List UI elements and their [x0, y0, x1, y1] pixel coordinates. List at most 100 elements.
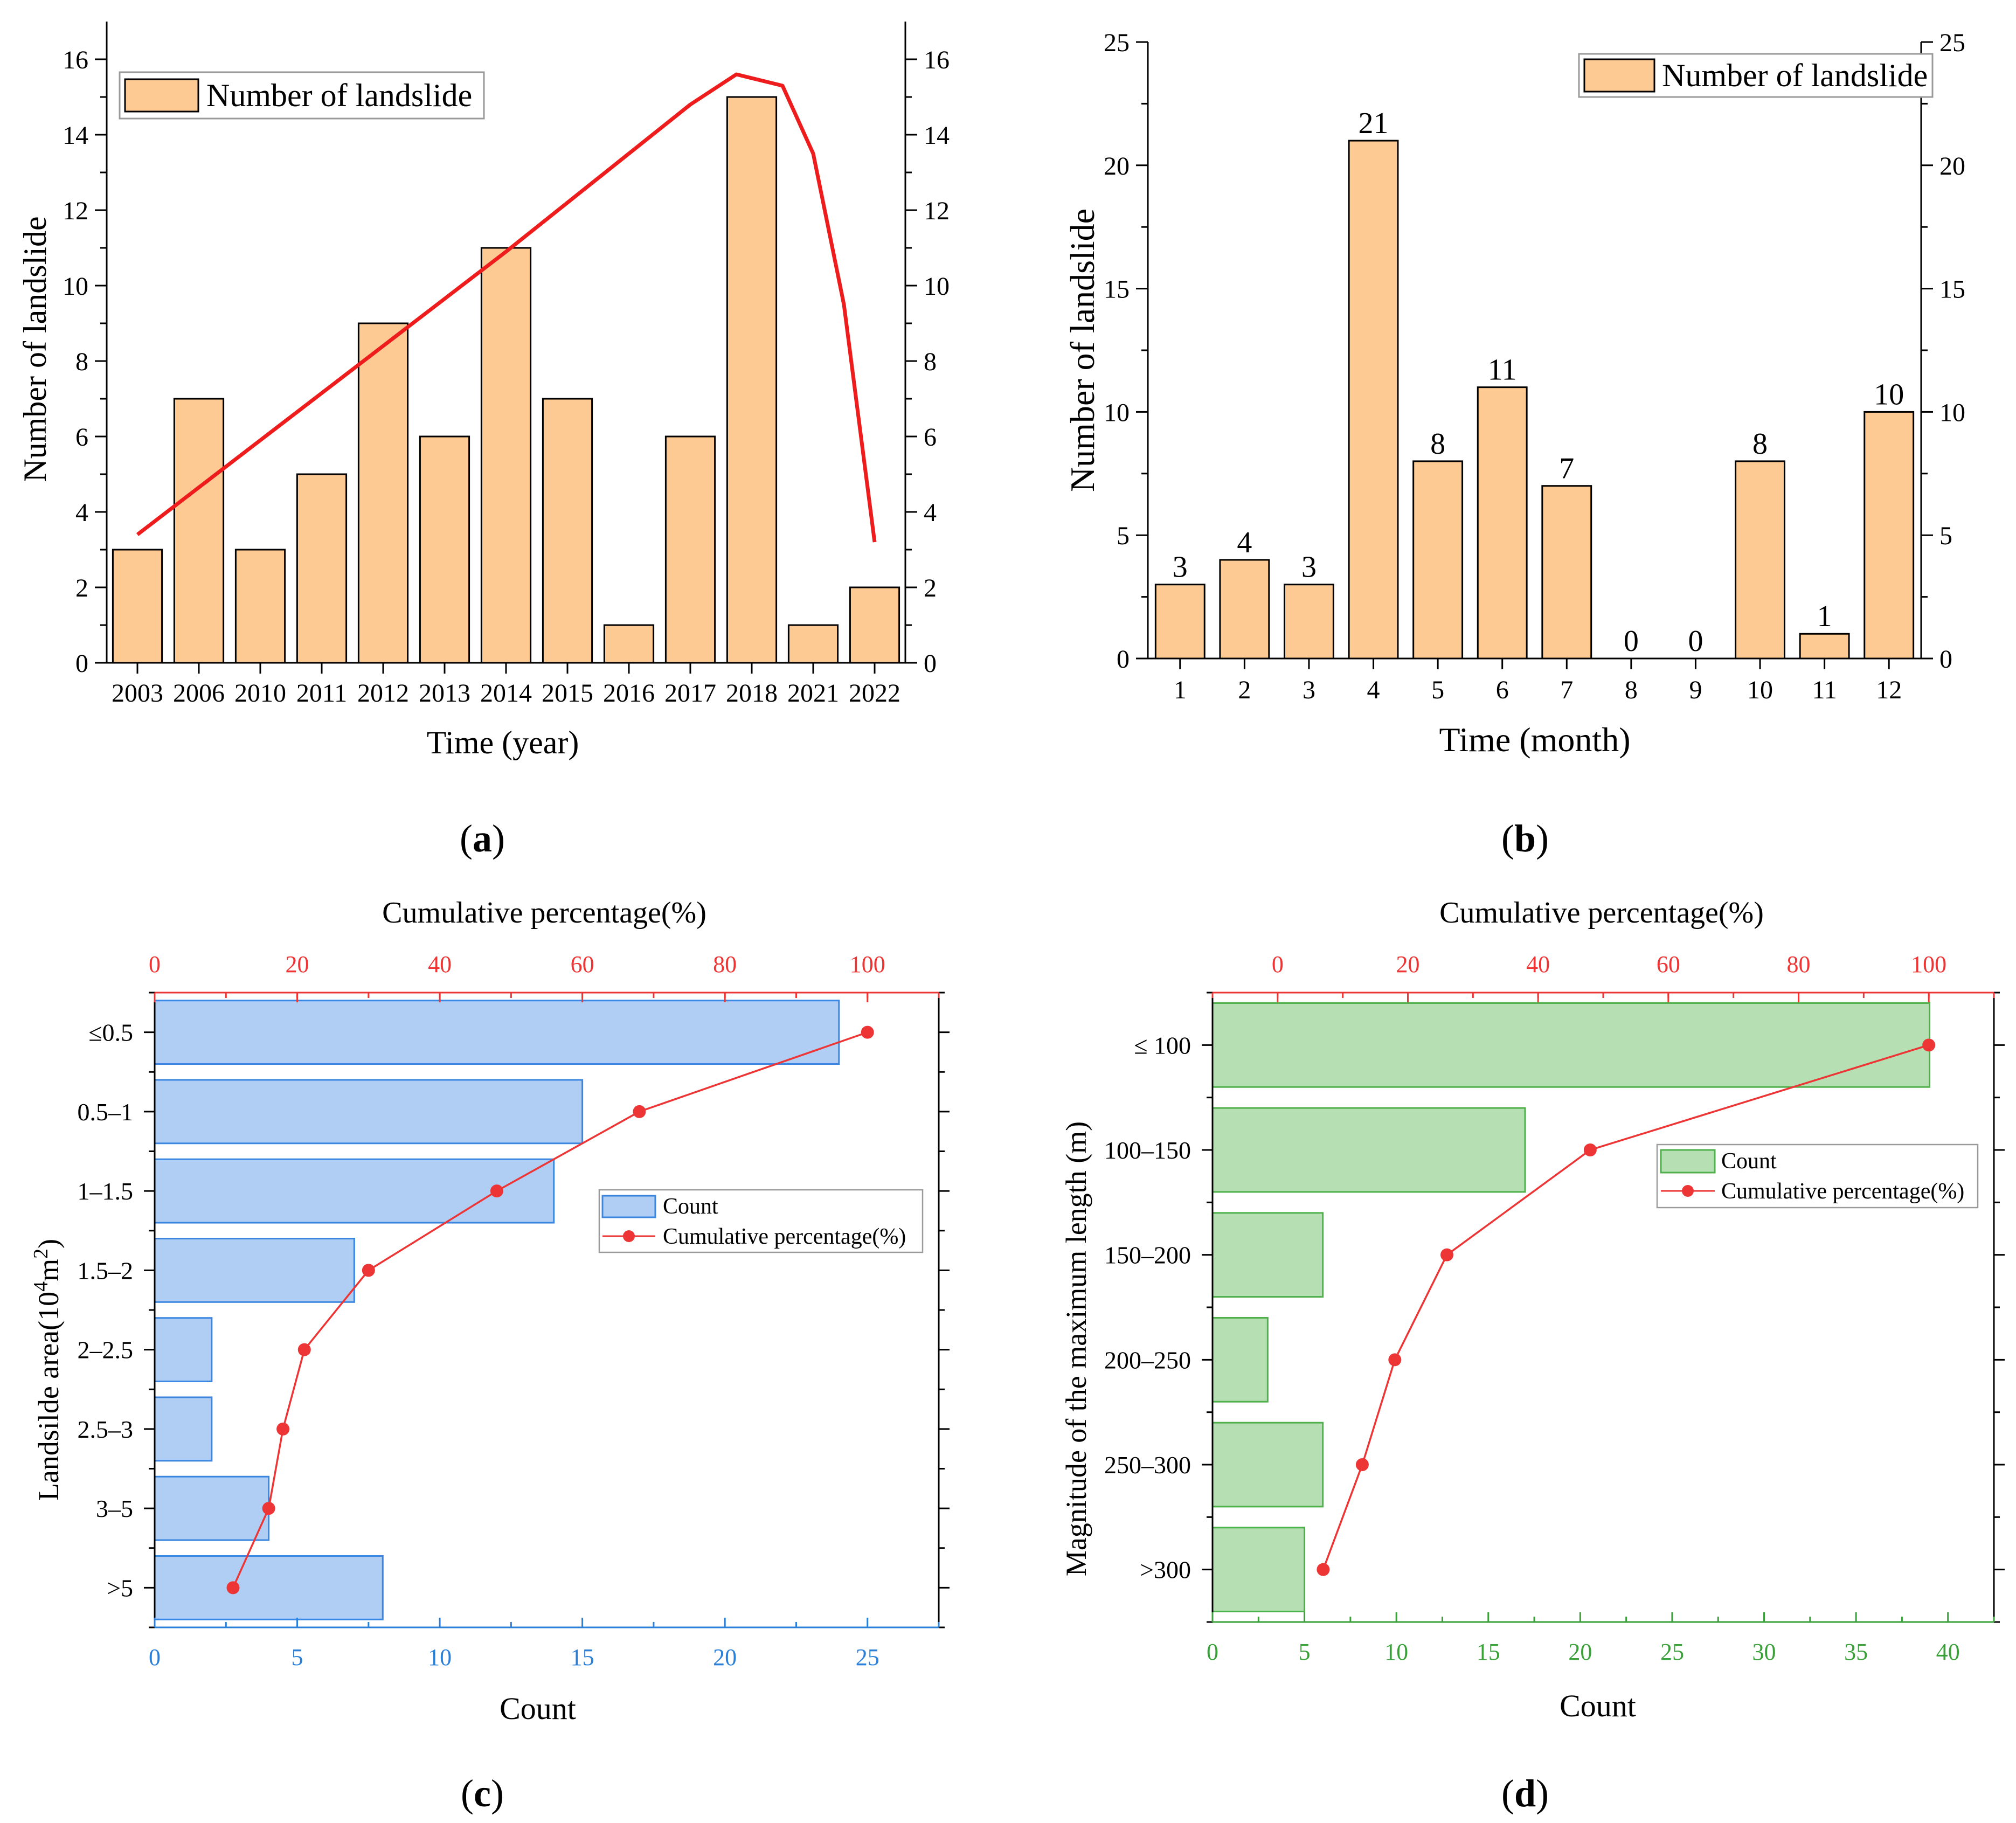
data-label: 21: [1359, 107, 1389, 140]
panel-d-category-labels: ≤ 100 100–150 150–200 200–250 250–300 >300: [1104, 1031, 1191, 1583]
y-tick-label: 5: [1117, 522, 1130, 550]
count-bar-2: [154, 1158, 555, 1224]
x-tick-label: 2011: [296, 679, 347, 708]
bar-2013: [419, 435, 470, 664]
panel-c-count-tick-labels: 0 5 10 15 20 25: [149, 1644, 879, 1670]
y-tick-label: 12: [63, 197, 88, 225]
data-label: 8: [1752, 427, 1768, 461]
y-tick-label: 25: [1104, 29, 1130, 57]
count-bar-0: [154, 1000, 840, 1065]
panel-c-y-axis-label: Landsilde area(104m2): [30, 1239, 65, 1501]
category-label: 1.5–2: [78, 1257, 134, 1284]
y2-tick-label: 10: [924, 272, 950, 301]
x-tick-label: 3: [1303, 676, 1315, 704]
panel-d-cumulative-line: [1317, 1038, 1936, 1576]
x-tick-label: 2021: [787, 679, 839, 708]
bar-month-1: [1154, 584, 1206, 660]
x-tick-label: 12: [1876, 676, 1902, 704]
panel-a-year-chart: 0 2 4 6 8 10 12 14 16 0 2 4 6 8 10 12 14 16 2003 2006 2010…: [17, 22, 950, 860]
legend-swatch: [1583, 58, 1655, 93]
bar-month-6: [1477, 386, 1528, 660]
count-bar-2: [1211, 1212, 1324, 1298]
data-label: 7: [1559, 452, 1574, 486]
y-tick-label: 10: [1104, 398, 1130, 427]
panel-d-count-bars: [1211, 1002, 1931, 1613]
panel-d-legend: Count Cumulative percentage(%): [1656, 1143, 1979, 1209]
x-tick-label: 20: [1568, 1639, 1592, 1665]
cumulative-point-1: [1583, 1143, 1597, 1156]
panel-b-legend: Number of landslide: [1578, 53, 1934, 98]
x-tick-label: 2022: [849, 679, 900, 708]
y2-tick-label: 0: [1939, 645, 1952, 674]
panel-a-bars: [112, 96, 900, 664]
x2-tick-label: 100: [850, 951, 885, 978]
y-tick-label: 14: [63, 121, 88, 150]
cumulative-point-4: [297, 1343, 311, 1356]
x-tick-label: 0: [1207, 1639, 1218, 1665]
legend-marker: [1682, 1185, 1694, 1197]
cumulative-point-5: [276, 1422, 290, 1436]
panel-d-length-chart: 0 5 10 15 20 25 30 35 40 0 20 40 60 80 100 ≤ 100 100–1…: [1060, 896, 2005, 1815]
x-tick-label: 10: [1384, 1639, 1408, 1665]
category-label: >5: [107, 1574, 133, 1602]
bar-2015: [542, 398, 593, 664]
cumulative-point-3: [1388, 1353, 1402, 1367]
panel-b-y-axis-label: Number of landslide: [1063, 209, 1101, 492]
bar-2016: [603, 624, 655, 664]
data-label: 4: [1237, 526, 1252, 559]
legend-count-label: Count: [1721, 1149, 1777, 1174]
panel-a-x-tick-labels: 2003 2006 2010 2011 2012 2013 2014 2015 2016 2017…: [112, 679, 900, 708]
legend-count-swatch: [601, 1195, 656, 1218]
x-tick-label: 15: [1477, 1639, 1500, 1665]
x-tick-label: 2014: [480, 679, 532, 708]
bar-month-4: [1348, 140, 1399, 660]
bar-month-2: [1219, 559, 1270, 660]
count-bar-4: [1211, 1422, 1324, 1508]
x-tick-label: 10: [1747, 676, 1773, 704]
legend-marker: [623, 1230, 635, 1242]
category-label: ≤ 100: [1134, 1031, 1191, 1059]
data-label: 0: [1624, 625, 1639, 658]
bar-2011: [296, 473, 348, 664]
cumulative-point-5: [1317, 1563, 1330, 1576]
count-bar-3: [154, 1237, 355, 1303]
y-tick-label: 15: [1104, 275, 1130, 304]
x-tick-label: 2018: [726, 679, 778, 708]
count-bar-1: [154, 1079, 584, 1145]
bar-month-3: [1284, 584, 1334, 660]
cumulative-line: [232, 1031, 868, 1589]
category-label: 1–1.5: [78, 1177, 134, 1205]
x-tick-label: 5: [292, 1644, 303, 1670]
x-tick-label: 2006: [173, 679, 225, 708]
panel-a-axes: [95, 22, 917, 674]
data-label: 1: [1817, 600, 1832, 633]
panel-b-x-tick-labels: 1 2 3 4 5 6 7 8 9 10 11 12: [1174, 676, 1902, 704]
x2-tick-label: 20: [286, 951, 309, 978]
panel-a-legend: Number of landslide: [119, 71, 485, 120]
x-tick-label: 11: [1812, 676, 1837, 704]
bar-month-5: [1412, 460, 1464, 660]
x-tick-label: 20: [713, 1644, 737, 1670]
bar-2003: [112, 549, 163, 664]
count-bar-1: [1211, 1107, 1526, 1193]
bar-2014: [480, 247, 532, 664]
bar-2018: [726, 96, 778, 664]
y2-tick-label: 14: [924, 121, 950, 150]
x-tick-label: 5: [1431, 676, 1444, 704]
x-tick-label: 15: [571, 1644, 594, 1670]
x2-tick-label: 80: [1787, 951, 1811, 978]
x-tick-label: 2012: [357, 679, 409, 708]
legend-label: Number of landslide: [1662, 58, 1928, 93]
category-label: 100–150: [1104, 1136, 1191, 1164]
x-tick-label: 25: [1660, 1639, 1684, 1665]
y2-tick-label: 5: [1939, 522, 1952, 550]
y2-tick-label: 6: [924, 423, 937, 452]
legend-count-label: Count: [663, 1194, 718, 1219]
panel-a-trend-line-group: [136, 72, 877, 543]
bar-month-11: [1799, 633, 1850, 660]
bar-2021: [787, 624, 839, 664]
panel-b-bars: [1154, 140, 1915, 660]
x-tick-label: 7: [1560, 676, 1573, 704]
x-tick-label: 2: [1238, 676, 1251, 704]
x-tick-label: 0: [149, 1644, 161, 1670]
